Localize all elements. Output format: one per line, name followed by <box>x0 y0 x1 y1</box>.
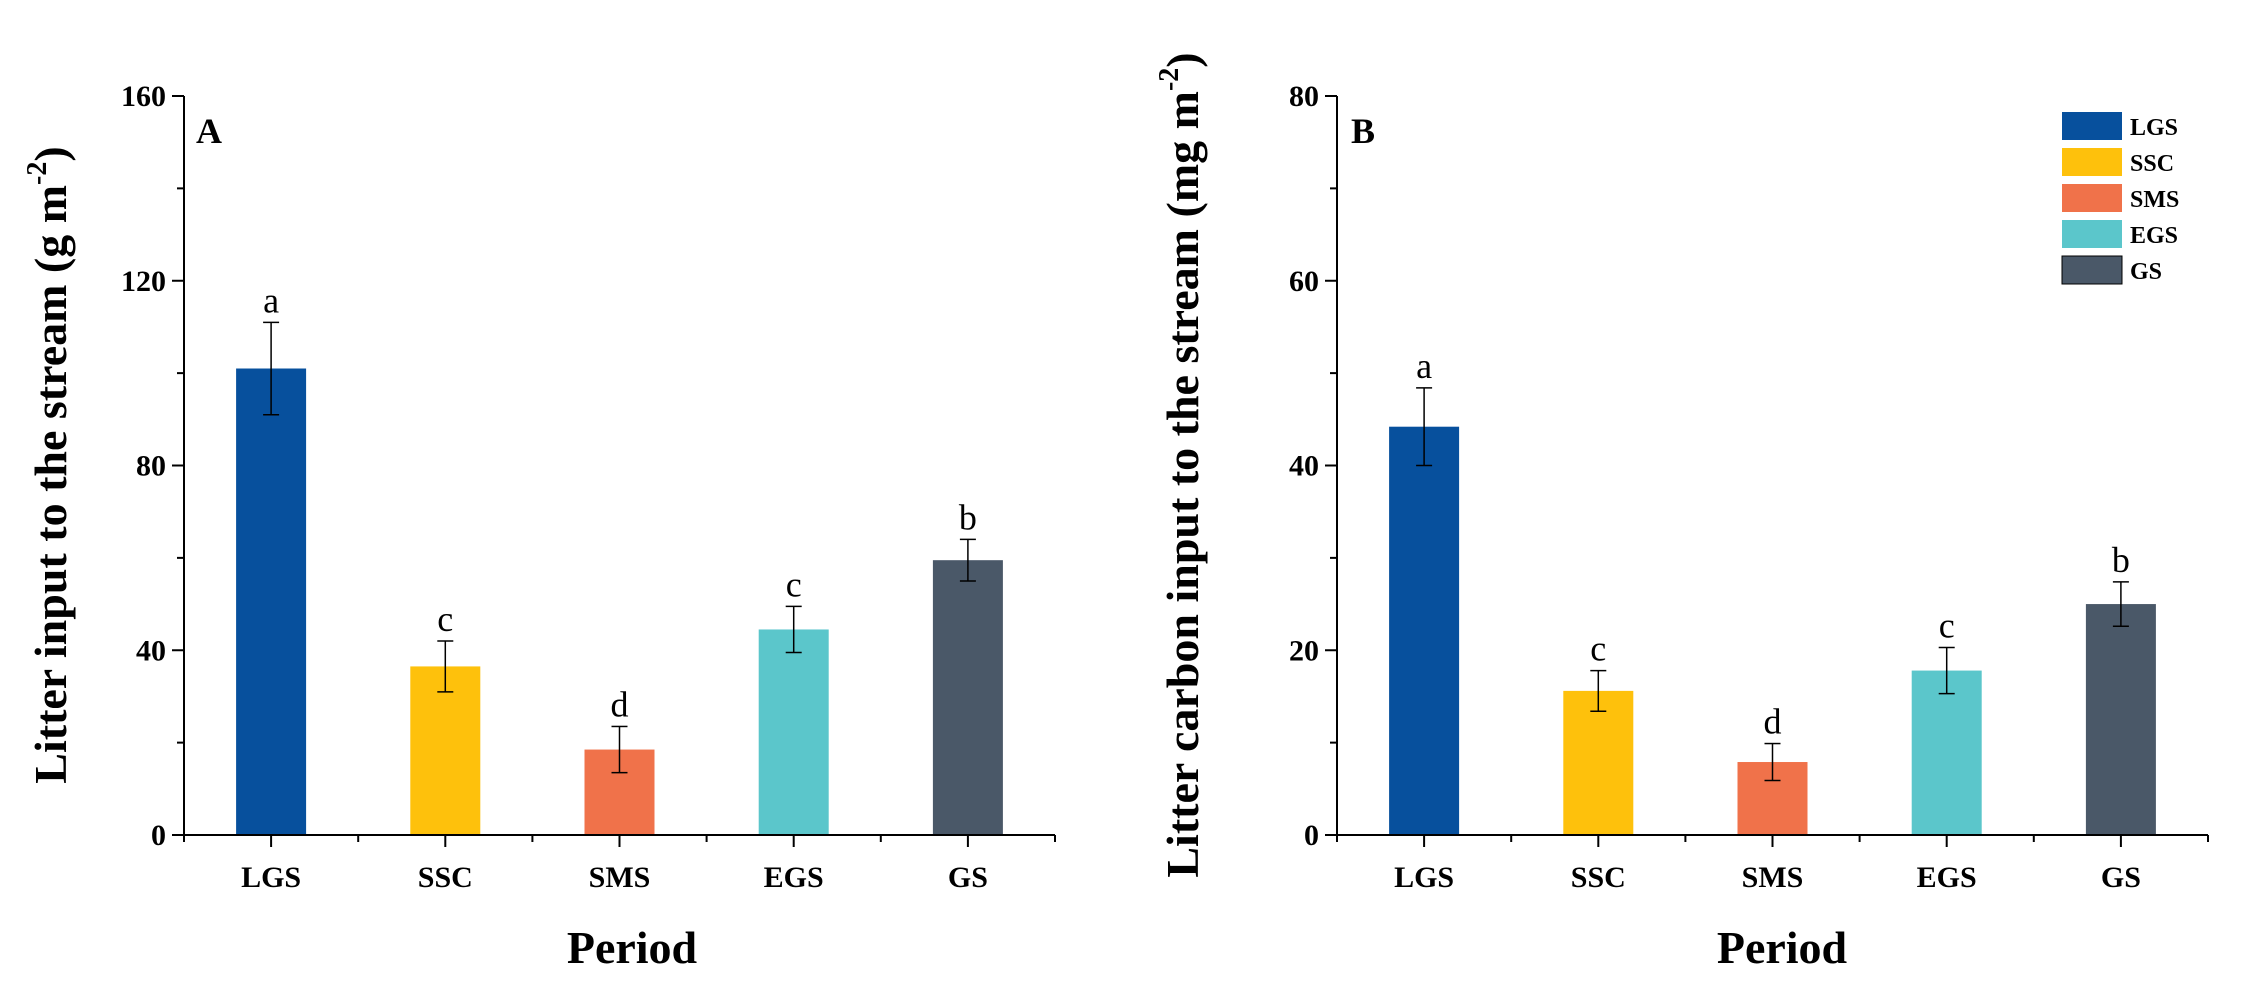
legend-label-gs: GS <box>2130 259 2162 285</box>
panel-a-significance-letter: c <box>786 564 802 604</box>
panel-a-x-tick-label: SSC <box>418 861 473 894</box>
panel-a-y-tick-label: 40 <box>136 634 166 667</box>
legend: LGS SSC SMS EGS GS <box>2061 112 2179 285</box>
panel-b-significance-letter: b <box>2112 540 2130 580</box>
panel-b-x-tick-label: SMS <box>1742 861 1804 894</box>
panel-b-bar-lgs <box>1389 426 1460 835</box>
panel-a-y-axis-title-sup: -2 <box>22 162 53 185</box>
panel-b-marks: a c d c b <box>1389 346 2156 835</box>
panel-b-y-tick-label: 40 <box>1289 450 1319 483</box>
panel-b-x-axis-title: Period <box>1717 922 1848 973</box>
panel-b-x-tick-label: EGS <box>1917 861 1977 894</box>
panel-b-y-tick-label: 80 <box>1289 80 1319 113</box>
panel-b-significance-letter: c <box>1590 629 1606 669</box>
panel-a-bar-ssc <box>410 666 481 835</box>
panel-a-significance-letter: c <box>437 599 453 639</box>
panel-a-x-tick-label: SMS <box>589 861 651 894</box>
panel-b-x-tick-label: LGS <box>1394 861 1454 894</box>
legend-label-egs: EGS <box>2130 223 2178 249</box>
panel-a-bar-egs <box>758 629 829 835</box>
panel-a-significance-letter: d <box>611 684 629 724</box>
panel-a-y-tick-label: 120 <box>121 265 166 298</box>
panel-a-bar-gs <box>932 560 1003 835</box>
panel-a-y-tick-label: 160 <box>121 80 166 113</box>
legend-swatch-gs <box>2061 255 2123 285</box>
panel-a-tag: A <box>196 111 222 151</box>
panel-b-bar-egs <box>1911 670 1982 835</box>
legend-swatch-egs <box>2062 220 2122 248</box>
panel-b-x-tick-label: SSC <box>1571 861 1626 894</box>
panel-a-significance-letter: b <box>959 497 977 537</box>
panel-a-x-axis-title: Period <box>567 922 698 973</box>
panel-b-significance-letter: c <box>1939 605 1955 645</box>
panel-a-x-tick-label: LGS <box>241 861 301 894</box>
panel-b-x-ticks: LGS SSC SMS EGS GS <box>1336 835 2209 894</box>
panel-b-y-ticks: 0 20 40 60 80 <box>1289 80 1337 852</box>
legend-swatch-ssc <box>2062 148 2122 176</box>
panel-a-significance-letter: a <box>263 280 279 320</box>
panel-a-y-axis-title: Litter input to the stream (g m-2) <box>22 146 76 783</box>
panel-b-bar-ssc <box>1563 690 1634 835</box>
panel-b-bar-gs <box>2085 604 2156 835</box>
panel-a-y-tick-label: 0 <box>151 819 166 852</box>
panel-b-significance-letter: d <box>1764 702 1782 742</box>
panel-b-x-tick-label: GS <box>2101 861 2141 894</box>
legend-swatch-sms <box>2062 184 2122 212</box>
panel-b-significance-letter: a <box>1416 346 1432 386</box>
panel-a-x-ticks: LGS SSC SMS EGS GS <box>183 835 1056 894</box>
panel-a-x-tick-label: GS <box>948 861 988 894</box>
panel-b-y-tick-label: 60 <box>1289 265 1319 298</box>
panel-b-y-tick-label: 0 <box>1304 819 1319 852</box>
panel-a-chart: a c d c b 0 40 80 120 160 LGS SSC SMS EGS GS A Perio… <box>22 80 1056 973</box>
panel-a-bar-lgs <box>236 368 307 835</box>
legend-label-lgs: LGS <box>2130 115 2178 141</box>
panel-a-x-tick-label: EGS <box>764 861 824 894</box>
legend-swatch-lgs <box>2062 112 2122 140</box>
panel-b-tag: B <box>1351 111 1375 151</box>
panel-a-marks: a c d c b <box>236 280 1003 835</box>
panel-b-y-axis-title-sup: -2 <box>1154 68 1185 91</box>
panel-b-y-tick-label: 20 <box>1289 634 1319 667</box>
legend-label-sms: SMS <box>2130 187 2179 213</box>
panel-a-y-tick-label: 80 <box>136 450 166 483</box>
panel-a-y-ticks: 0 40 80 120 160 <box>121 80 184 852</box>
legend-label-ssc: SSC <box>2130 151 2174 177</box>
panel-b-y-axis-title: Litter carbon input to the stream (mg m-… <box>1154 52 1208 877</box>
